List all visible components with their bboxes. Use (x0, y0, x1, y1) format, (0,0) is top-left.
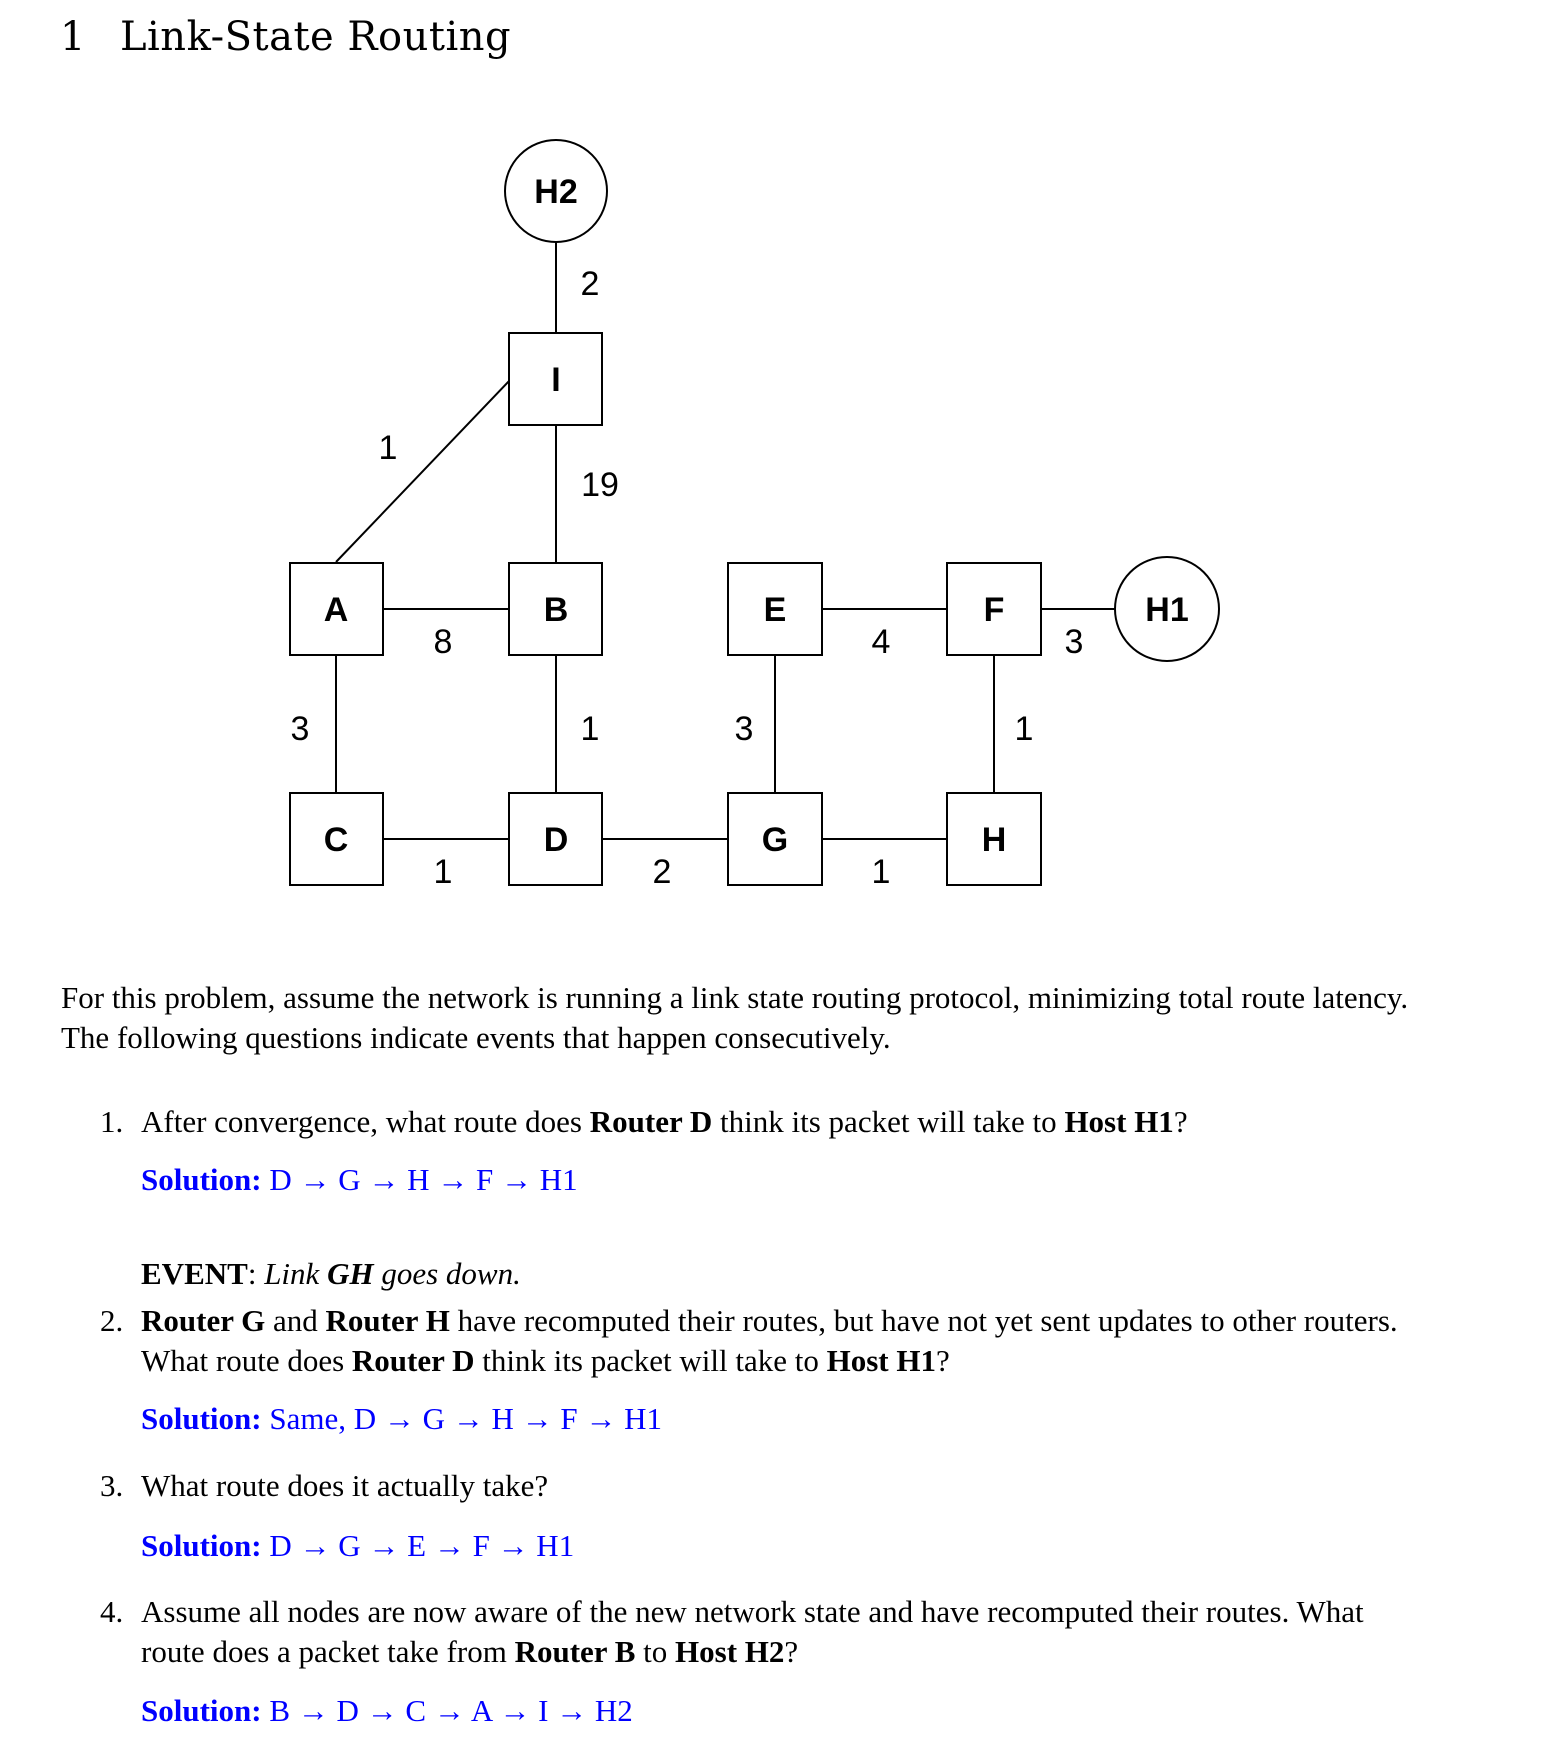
q4-text: route does a packet take from (141, 1634, 515, 1669)
weight-e-g: 3 (735, 710, 754, 748)
event-colon: : (247, 1256, 265, 1291)
weight-b-d: 1 (581, 710, 600, 748)
solution-1: Solution: D → G → H → F → H1 (141, 1162, 578, 1198)
q2-text: ? (935, 1343, 950, 1378)
question-4: 4. Assume all nodes are now aware of the… (100, 1592, 1445, 1672)
node-e-label: E (764, 591, 787, 629)
weight-h2-i: 2 (581, 265, 600, 303)
intro-paragraph: For this problem, assume the network is … (61, 978, 1461, 1058)
q1-text: think its packet will take to (712, 1104, 1065, 1139)
weight-g-h: 1 (872, 853, 891, 891)
weight-a-i: 1 (379, 429, 398, 467)
solution-label: Solution: (141, 1401, 262, 1436)
event-link: GH (327, 1256, 374, 1291)
intro-line-2: The following questions indicate events … (61, 1020, 891, 1055)
edge-a-i (335, 379, 511, 563)
weight-d-g: 2 (653, 853, 672, 891)
q2-text: have recomputed their routes, but have n… (449, 1303, 1398, 1338)
q4-text: ? (784, 1634, 799, 1669)
node-d-shape (508, 792, 603, 886)
q2-text: think its packet will take to (474, 1343, 827, 1378)
solution-text: D → G → E → F → H1 (269, 1528, 575, 1563)
weight-c-d: 1 (434, 853, 453, 891)
event-text: goes down. (373, 1256, 521, 1291)
section-title: Link-State Routing (119, 14, 512, 60)
solution-2: Solution: Same, D → G → H → F → H1 (141, 1401, 662, 1437)
q1-router: Router D (589, 1104, 713, 1139)
edges (335, 242, 1115, 840)
node-a-shape (289, 562, 384, 656)
question-number: 2. (100, 1303, 124, 1338)
node-h2-shape (504, 139, 608, 243)
q4-host: Host H2 (675, 1634, 785, 1669)
question-number: 4. (100, 1594, 124, 1629)
section-heading: 1 Link-State Routing (60, 14, 511, 60)
q2-router-d: Router D (351, 1343, 475, 1378)
solution-text: D → G → H → F → H1 (269, 1162, 578, 1197)
question-number: 1. (100, 1104, 124, 1139)
weight-f-h: 1 (1015, 710, 1034, 748)
node-g-label: G (762, 821, 788, 859)
node-f-label: F (984, 591, 1005, 629)
node-i-label: I (551, 361, 560, 399)
node-h-shape (946, 792, 1042, 886)
solution-text: Same, D → G → H → F → H1 (269, 1401, 663, 1436)
q2-router-h: Router H (325, 1303, 450, 1338)
node-d-label: D (544, 821, 569, 859)
network-diagram: H2 I A B C D E F G H H1 2 1 19 8 4 3 3 1… (289, 139, 1220, 891)
node-b-shape (508, 562, 603, 656)
weight-f-h1: 3 (1065, 623, 1084, 661)
q1-text: After convergence, what route does (141, 1104, 590, 1139)
weight-e-f: 4 (872, 623, 891, 661)
q2-host: Host H1 (826, 1343, 936, 1378)
section-number: 1 (60, 14, 86, 60)
q2-text: What route does (141, 1343, 352, 1378)
event-link-down: EVENT: Link GH goes down. (141, 1256, 521, 1292)
solution-label: Solution: (141, 1162, 262, 1197)
node-h1-label: H1 (1145, 591, 1188, 629)
node-c-label: C (324, 821, 349, 859)
q1-host: Host H1 (1064, 1104, 1174, 1139)
edge-labels: 2 1 19 8 4 3 3 1 3 1 1 2 1 (291, 265, 1084, 891)
node-b-label: B (544, 591, 569, 629)
q4-text: to (635, 1634, 676, 1669)
node-h2-label: H2 (534, 173, 577, 211)
node-e-shape (727, 562, 823, 656)
node-h1-shape (1114, 556, 1220, 662)
solution-label: Solution: (141, 1693, 262, 1728)
solution-text: B → D → C → A → I → H2 (269, 1693, 633, 1728)
node-a-label: A (324, 591, 349, 629)
solution-4: Solution: B → D → C → A → I → H2 (141, 1693, 633, 1729)
q2-router-g: Router G (141, 1303, 266, 1338)
weight-i-b: 19 (581, 466, 619, 504)
question-3: 3. What route does it actually take? (100, 1466, 1445, 1506)
question-1: 1. After convergence, what route does Ro… (100, 1102, 1445, 1142)
q2-text: and (265, 1303, 326, 1338)
q3-text: What route does it actually take? (141, 1468, 549, 1503)
weight-a-c: 3 (291, 710, 310, 748)
intro-line-1: For this problem, assume the network is … (61, 980, 1409, 1015)
solution-3: Solution: D → G → E → F → H1 (141, 1528, 574, 1564)
weight-a-b: 8 (434, 623, 453, 661)
q1-text: ? (1173, 1104, 1188, 1139)
node-labels: H2 I A B C D E F G H H1 (324, 173, 1189, 859)
event-text: Link (264, 1256, 328, 1291)
node-f-shape (946, 562, 1042, 656)
q4-router: Router B (514, 1634, 636, 1669)
node-i-shape (508, 332, 603, 426)
node-shapes (289, 139, 1220, 886)
node-c-shape (289, 792, 384, 886)
q4-line-1: Assume all nodes are now aware of the ne… (141, 1594, 1364, 1629)
question-2: 2. Router G and Router H have recomputed… (100, 1301, 1445, 1381)
node-h-label: H (982, 821, 1007, 859)
solution-label: Solution: (141, 1528, 262, 1563)
event-label: EVENT (141, 1256, 248, 1291)
node-g-shape (727, 792, 823, 886)
question-number: 3. (100, 1468, 124, 1503)
